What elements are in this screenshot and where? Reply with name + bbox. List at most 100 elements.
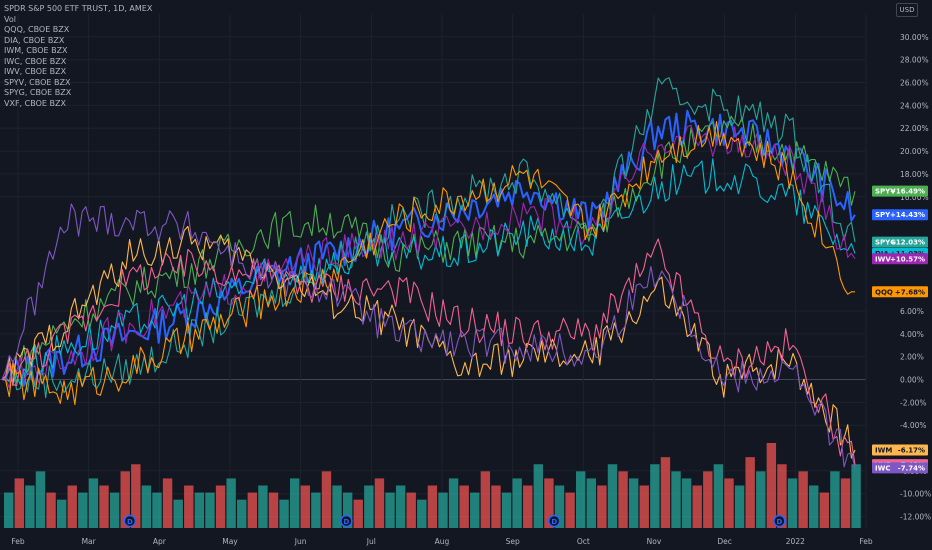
x-tick-label: Jun — [294, 537, 307, 546]
volume-bar — [544, 478, 554, 528]
volume-bar — [756, 471, 766, 528]
volume-bar — [353, 499, 363, 528]
volume-bar — [798, 471, 808, 528]
y-tick-label: 20.00% — [900, 147, 929, 156]
x-tick-label: May — [222, 537, 238, 546]
tag-symbol: IWV — [875, 255, 891, 263]
volume-bar — [268, 492, 279, 528]
y-tick-label: 18.00% — [900, 170, 929, 179]
volume-bar — [565, 492, 575, 528]
series-line-iwm[interactable] — [1, 225, 856, 459]
last-value-tag-spyv: SPYV+16.49% — [872, 185, 928, 197]
volume-bar — [650, 464, 660, 528]
volume-bar — [364, 485, 374, 528]
volume-bar — [342, 492, 353, 528]
volume-bar — [459, 485, 469, 528]
dividend-marker-label: D — [551, 518, 557, 526]
y-tick-label: 6.00% — [900, 307, 924, 316]
tag-symbol: IWM — [875, 446, 892, 454]
last-value-tag-spyg: SPYG+12.03% — [872, 236, 928, 248]
last-value-tag-spy: SPY +14.43% — [872, 209, 928, 221]
dividend-marker[interactable] — [340, 514, 353, 528]
volume-bar — [374, 478, 385, 528]
volume-bar — [162, 478, 173, 528]
series-line-iwc[interactable] — [1, 203, 856, 469]
volume-bar — [99, 485, 109, 528]
series-line-qqq[interactable] — [1, 121, 855, 406]
volume-bar — [131, 464, 141, 528]
volume-bar — [628, 478, 639, 528]
volume-bar — [290, 478, 300, 528]
volume-bar — [533, 464, 544, 528]
dividend-marker[interactable] — [773, 514, 786, 528]
x-tick-label: Apr — [153, 537, 167, 546]
x-tick-label: Dec — [717, 537, 732, 546]
series-line-vxf[interactable] — [1, 238, 856, 465]
volume-bar — [597, 485, 607, 528]
volume-bar — [406, 492, 416, 528]
volume-bar — [448, 478, 459, 528]
x-tick-label: Aug — [435, 537, 450, 546]
volume-bar — [671, 471, 681, 528]
y-tick-label: -10.00% — [900, 490, 931, 499]
tag-symbol: IWC — [875, 464, 890, 472]
volume-bar — [745, 457, 755, 528]
volume-bar — [523, 485, 533, 528]
volume-bar — [4, 492, 14, 528]
last-value-tag-iwv: IWV +10.57% — [872, 253, 928, 265]
x-tick-label: Feb — [859, 537, 873, 546]
volume-bar — [766, 443, 777, 528]
volume-bar — [247, 492, 258, 528]
currency-badge[interactable]: USD — [896, 3, 918, 17]
y-tick-label: 28.00% — [900, 56, 929, 65]
series-line-spy[interactable] — [1, 109, 856, 387]
y-tick-label: 26.00% — [900, 79, 929, 88]
volume-bar — [184, 485, 194, 528]
tag-value: +7.68% — [895, 288, 925, 296]
tag-value: -7.74% — [898, 464, 925, 472]
volume-bar — [639, 485, 649, 528]
volume-bar — [480, 471, 491, 528]
series-line-iwv[interactable] — [1, 124, 856, 389]
volume-bar — [734, 485, 745, 528]
dividend-marker[interactable] — [547, 514, 561, 528]
time-scale[interactable]: Feb Mar Apr May Jun Jul Aug Sep Oct Nov Dec 2022 Feb — [11, 537, 873, 546]
tag-value: +14.43% — [890, 211, 925, 219]
volume-bar — [205, 492, 215, 528]
x-tick-label: 2022 — [786, 537, 805, 546]
comparison-series — [1, 77, 856, 469]
volume-bar — [417, 499, 427, 528]
dividend-marker[interactable] — [123, 514, 137, 528]
volume-bar — [777, 464, 787, 528]
volume-bar — [491, 485, 501, 528]
series-line-dia[interactable] — [1, 158, 856, 385]
last-value-tag-iwc: IWC -7.74% — [872, 462, 928, 474]
volume-bar — [56, 499, 67, 528]
volume-bar — [427, 485, 438, 528]
volume-bar — [14, 478, 24, 528]
x-tick-label: Oct — [577, 537, 590, 546]
y-tick-label: 30.00% — [900, 33, 929, 42]
y-tick-label: 2.00% — [900, 353, 924, 362]
volume-bar — [279, 499, 289, 528]
volume-bar — [851, 464, 861, 528]
x-tick-label: Nov — [647, 537, 662, 546]
volume-bar — [332, 485, 342, 528]
volume-bar — [321, 471, 332, 528]
volume-bar — [607, 464, 618, 528]
dividend-marker-label: D — [343, 518, 349, 526]
tag-symbol: SPYV — [875, 188, 896, 196]
series-line-spyv[interactable] — [1, 115, 856, 384]
volume-bar — [830, 471, 840, 528]
tag-value: +10.57% — [890, 255, 925, 263]
volume-bar — [78, 492, 88, 528]
volume-bar — [120, 471, 130, 528]
volume-bar — [586, 478, 596, 528]
volume-bar — [554, 485, 565, 528]
volume-bar — [681, 478, 692, 528]
volume-histogram — [4, 443, 861, 528]
volume-bar — [703, 471, 713, 528]
volume-bar — [46, 492, 56, 528]
